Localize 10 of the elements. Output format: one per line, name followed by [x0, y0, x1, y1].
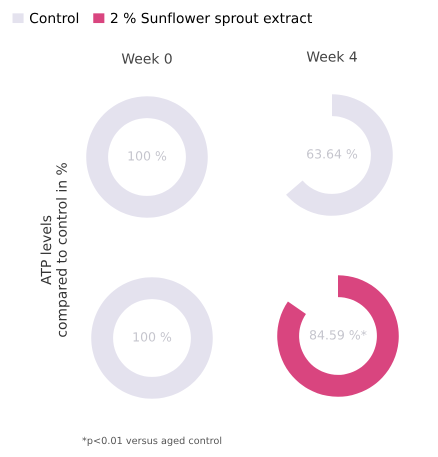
text: *p<0.01 versus aged control — [82, 436, 222, 446]
legend-label: 2 % Sunflower sprout extract — [110, 12, 312, 26]
data-label: 100 % — [134, 332, 172, 342]
data-label: 63.64 % — [307, 149, 358, 159]
legend-label: Control — [30, 12, 78, 24]
text: Week 0 — [122, 53, 172, 64]
data-label: 100 % — [128, 151, 166, 161]
data-label: 84.59 %* — [310, 330, 367, 340]
chart-title: Week 4 — [306, 51, 357, 62]
text: ATP levels compared to control in % — [40, 163, 70, 337]
